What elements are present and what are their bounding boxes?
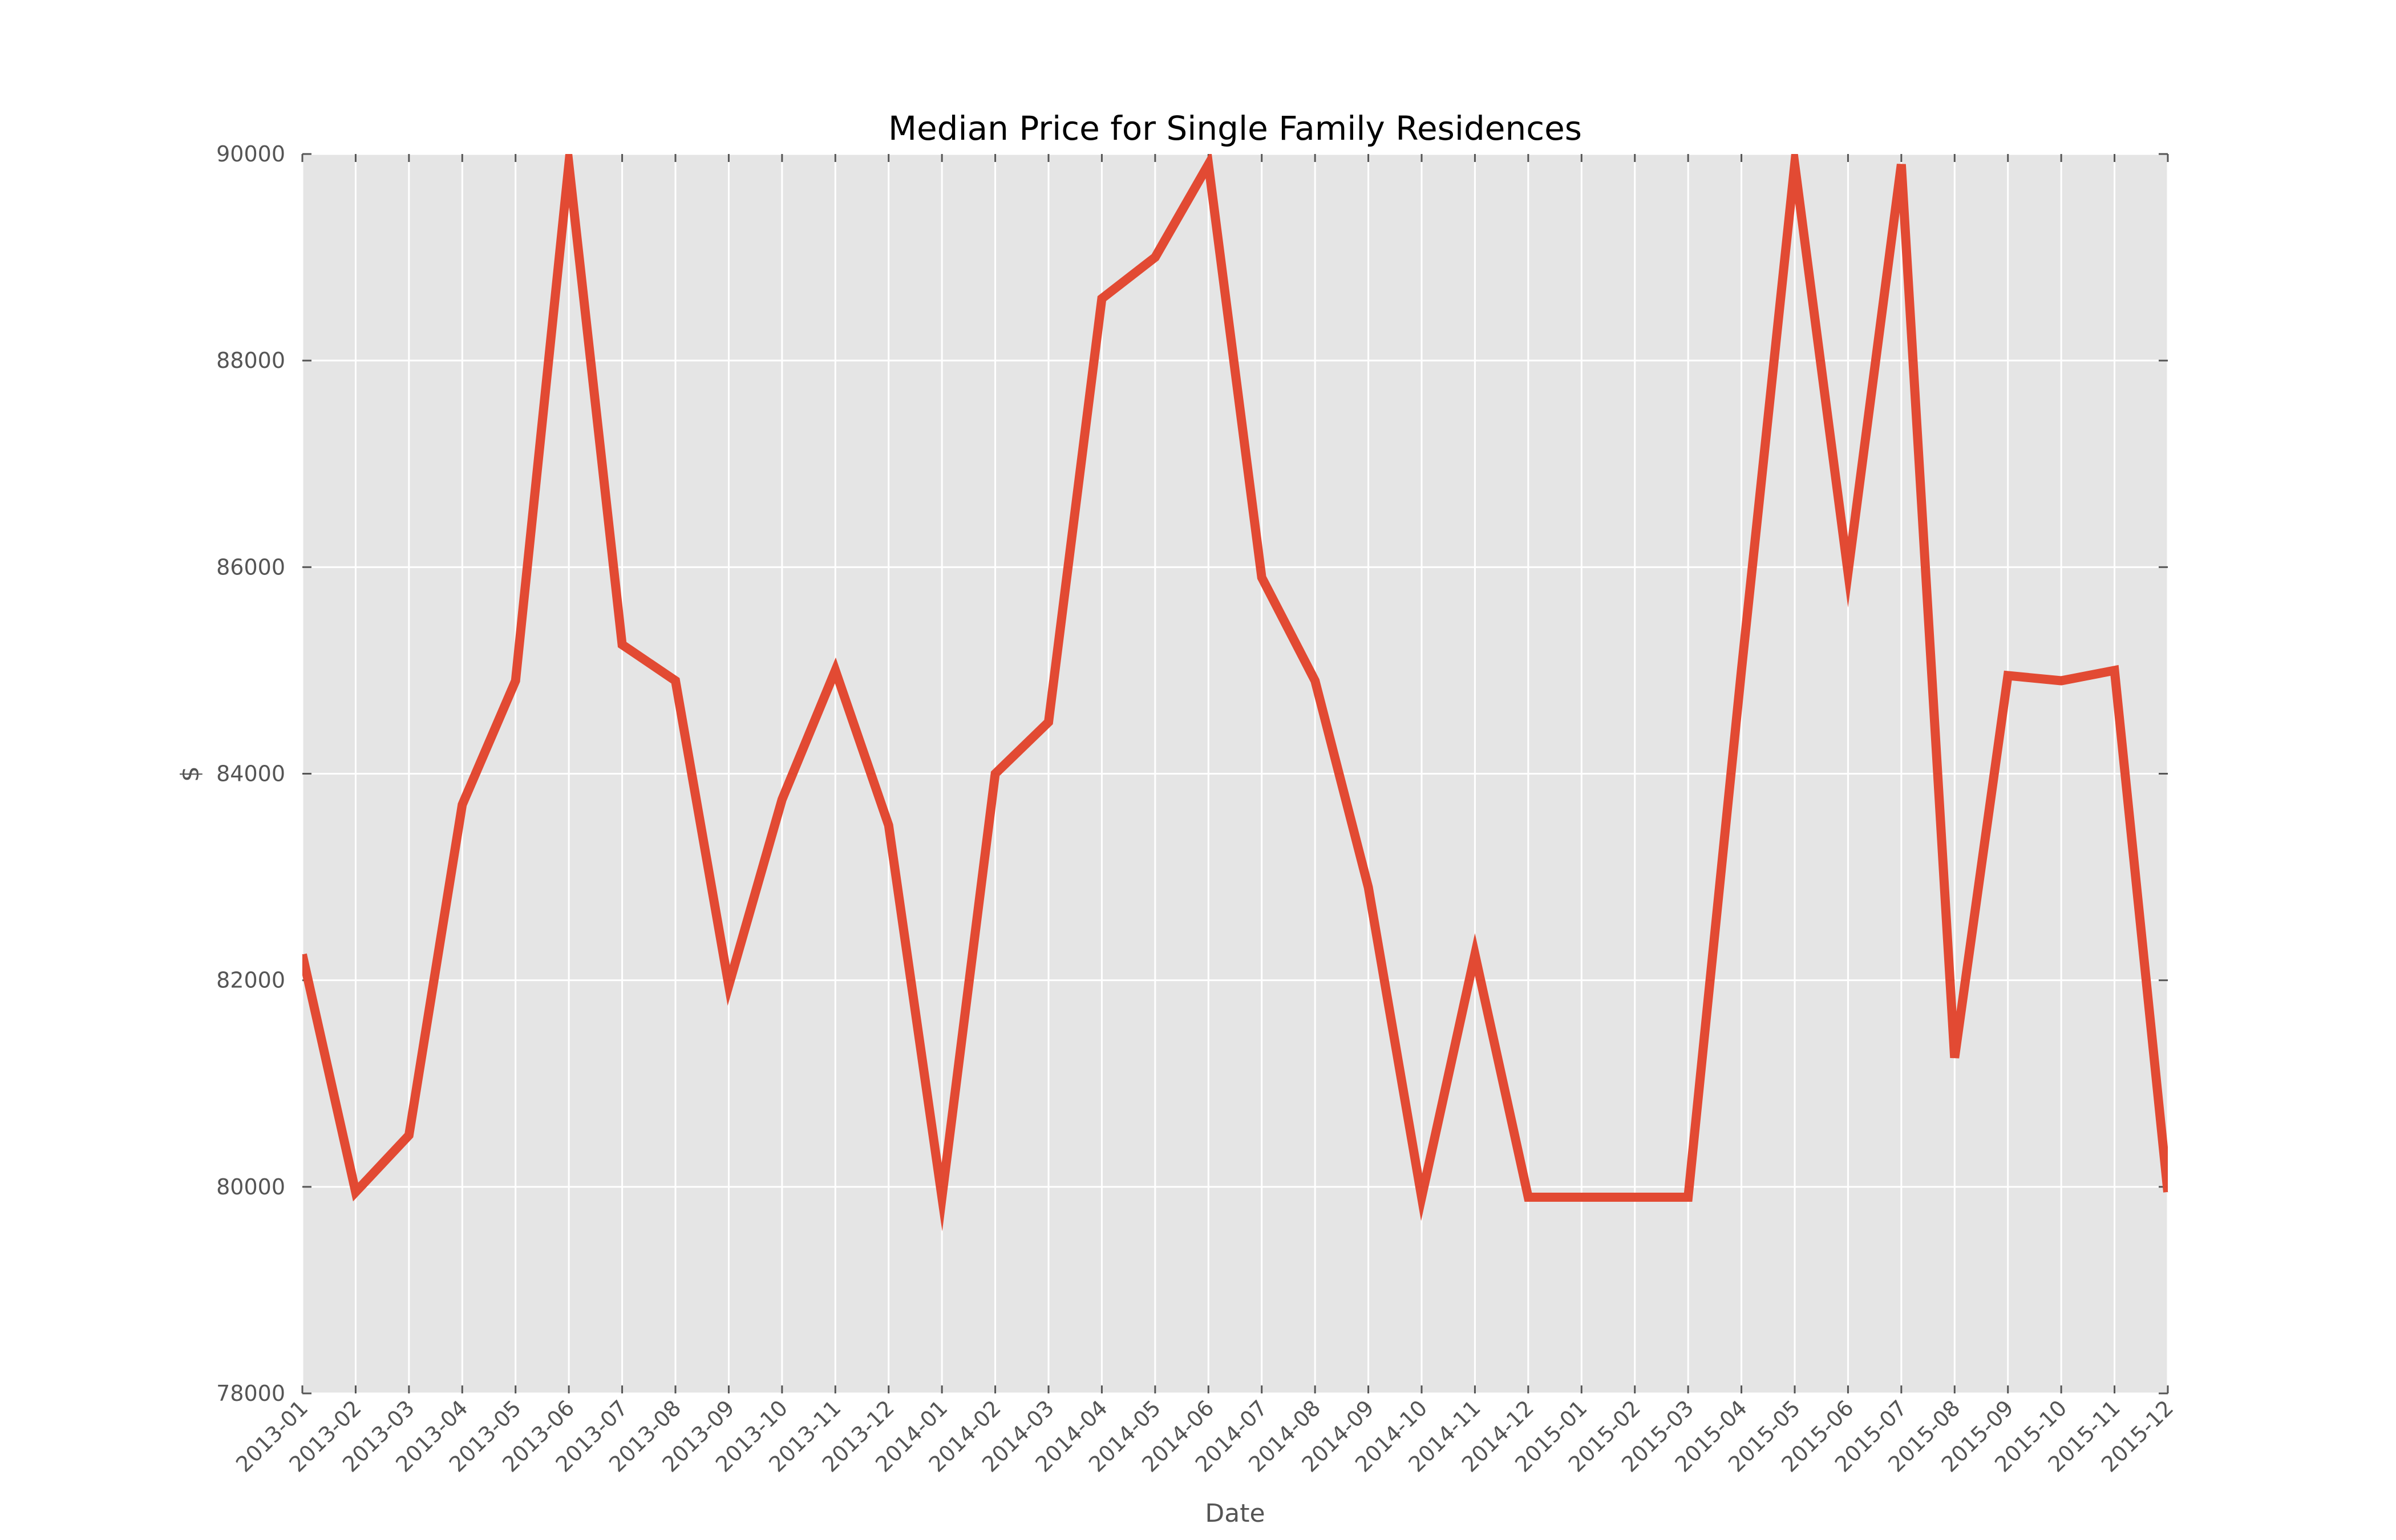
data-point (302, 954, 303, 955)
data-point (2061, 680, 2062, 682)
y-tick-label: 82000 (216, 968, 285, 993)
data-point (1314, 680, 1316, 682)
y-tick-label: 78000 (216, 1381, 285, 1406)
y-tick-label: 90000 (216, 141, 285, 167)
data-point (1954, 1057, 1955, 1058)
series-line (302, 154, 2168, 1231)
data-point (888, 825, 889, 826)
data-point (2114, 670, 2115, 671)
y-tick-label: 80000 (216, 1174, 285, 1199)
y-tick-label: 86000 (216, 554, 285, 579)
data-point (408, 1134, 410, 1136)
series-layer (302, 154, 2168, 1231)
data-point (515, 680, 516, 682)
data-point (675, 680, 676, 682)
y-tick-label: 84000 (216, 761, 285, 787)
data-point (728, 985, 729, 986)
data-point (1741, 670, 1742, 671)
y-tick-label: 88000 (216, 348, 285, 373)
data-point (835, 670, 836, 671)
data-point (1261, 577, 1262, 578)
axis-ticks (301, 153, 2169, 1395)
data-point (462, 804, 463, 805)
x-axis-title: Date (1205, 1499, 1265, 1528)
y-axis-title: $ (176, 766, 205, 782)
data-point (1208, 164, 1209, 165)
chart-title: Median Price for Single Family Residence… (888, 109, 1582, 148)
